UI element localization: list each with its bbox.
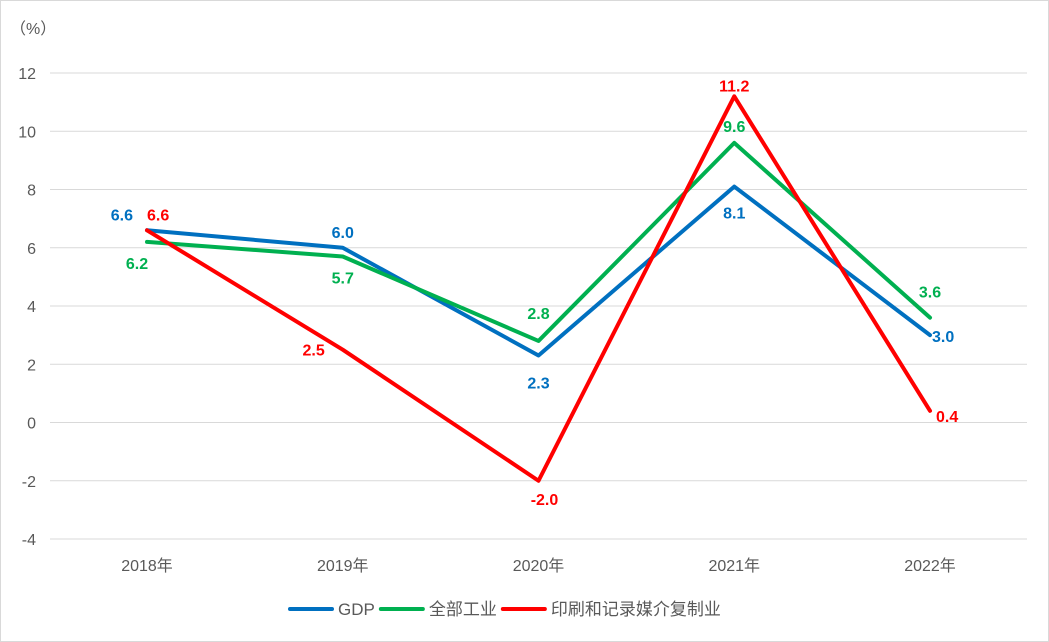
y-tick-label: 8: [27, 183, 36, 200]
data-label: 2.3: [527, 376, 549, 393]
x-tick-label: 2021年: [708, 557, 760, 575]
y-tick-label: 4: [27, 299, 36, 316]
data-label: 3.6: [919, 285, 941, 302]
y-tick-label: 2: [27, 357, 36, 374]
data-labels: 6.6 6.0 2.3 8.1 3.0 6.2 5.7 2.8 9.6 3.6 6.6 2.5 -2.0…: [111, 78, 959, 508]
data-label: 3.0: [932, 329, 954, 346]
x-tick-label: 2022年: [904, 557, 956, 575]
x-tick-labels: 2018年 2019年 2020年 2021年 2022年: [121, 557, 956, 575]
x-tick-label: 2020年: [513, 557, 565, 575]
data-label: 6.0: [332, 225, 354, 242]
data-label: 6.6: [111, 207, 133, 224]
legend-label: 印刷和记录媒介复制业: [551, 600, 721, 619]
legend: GDP 全部工业 印刷和记录媒介复制业: [288, 600, 721, 619]
legend-label: 全部工业: [429, 600, 497, 619]
legend-label: GDP: [338, 600, 375, 619]
y-tick-label: -4: [22, 532, 36, 549]
data-label: 8.1: [723, 206, 745, 223]
data-label: 6.6: [147, 207, 169, 224]
data-label: 9.6: [723, 119, 745, 136]
data-label: 2.5: [303, 343, 325, 360]
series-line-2: [145, 94, 932, 483]
x-tick-label: 2018年: [121, 557, 173, 575]
series-lines: [145, 94, 932, 483]
series-line-0: [145, 184, 932, 358]
y-tick-labels: 12 10 8 6 4 2 0 -2 -4: [18, 66, 36, 549]
y-tick-label: 6: [27, 241, 36, 258]
data-label: 2.8: [527, 306, 549, 323]
y-tick-label: 0: [27, 416, 36, 433]
data-label: 11.2: [719, 78, 749, 95]
data-label: -2.0: [531, 492, 559, 509]
y-tick-label: 10: [18, 124, 36, 141]
y-tick-label: -2: [22, 474, 36, 491]
x-tick-label: 2019年: [317, 557, 369, 575]
y-unit-label: （%）: [10, 20, 56, 38]
data-label: 6.2: [126, 256, 148, 273]
data-label: 0.4: [936, 409, 958, 426]
data-label: 5.7: [332, 270, 354, 287]
y-tick-label: 12: [18, 66, 36, 83]
